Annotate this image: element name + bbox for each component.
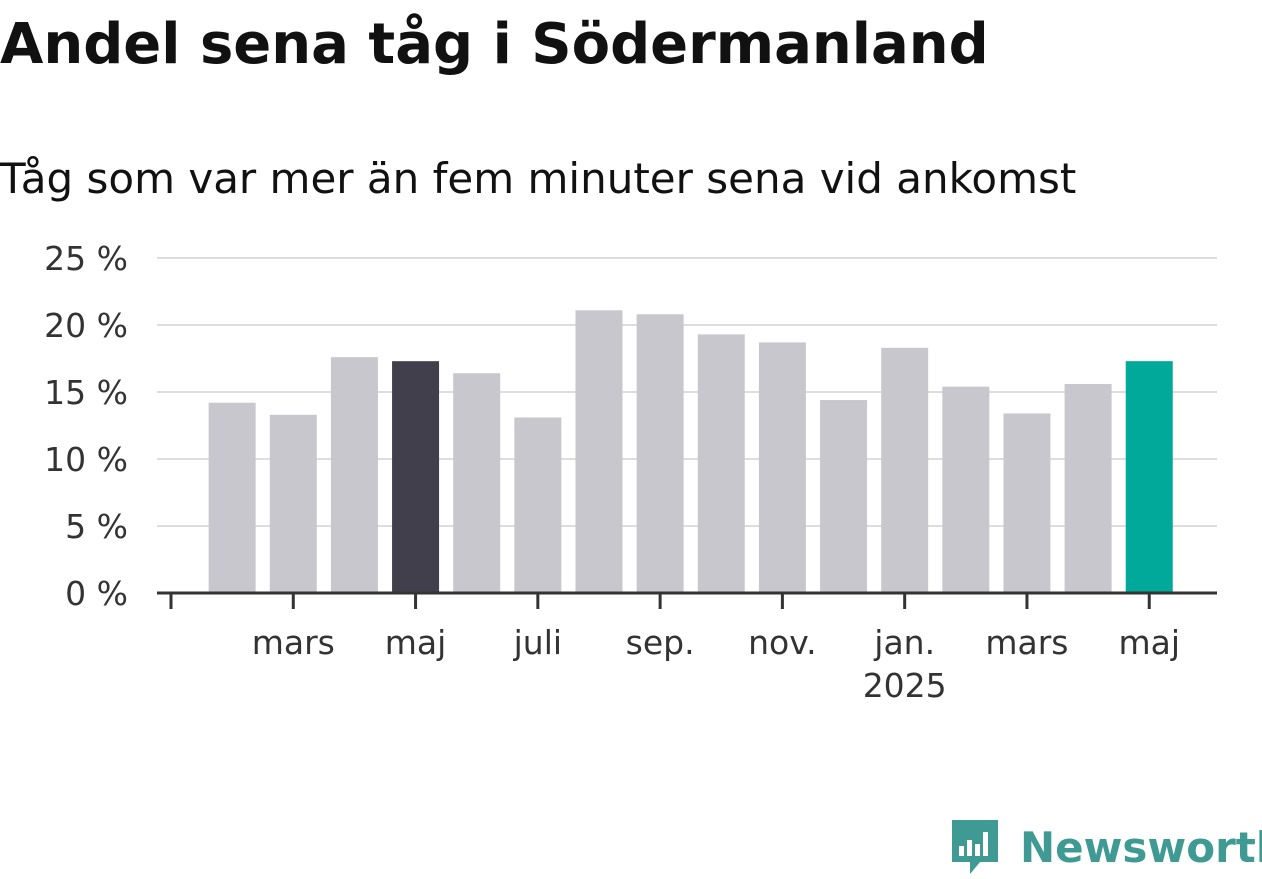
x-axis	[157, 591, 1217, 609]
x-tick-label: nov.	[748, 623, 817, 662]
bars	[208, 310, 1173, 593]
y-tick-label: 5 %	[65, 507, 128, 546]
x-tick-sublabel: 2025	[863, 666, 947, 705]
y-tick-label: 15 %	[44, 373, 128, 412]
bar	[1064, 383, 1112, 593]
x-tick-label: sep.	[626, 623, 695, 662]
bar	[881, 347, 929, 593]
newsworthy-logo-icon	[952, 820, 998, 874]
bar	[942, 386, 990, 593]
bar	[330, 357, 378, 593]
x-tick-label: mars	[252, 623, 335, 662]
bar	[1125, 361, 1173, 593]
brand-name: Newsworthy	[1020, 822, 1262, 872]
newsworthy-brand: Newsworthy	[950, 818, 1262, 876]
x-tick-label: mars	[985, 623, 1068, 662]
bar	[820, 400, 868, 593]
x-axis-tick-labels: mars maj juli sep. nov. jan. 2025 mars maj	[252, 623, 1180, 705]
x-tick-label: jan.	[873, 623, 935, 662]
y-axis-tick-labels: 0 % 5 % 10 % 15 % 20 % 25 %	[44, 239, 128, 613]
x-tick-label: maj	[385, 623, 447, 662]
y-tick-label: 10 %	[44, 440, 128, 479]
bar	[208, 402, 256, 593]
bar	[758, 342, 806, 593]
bar	[697, 334, 745, 593]
bar	[575, 310, 623, 593]
chart-title: Andel sena tåg i Södermanland	[0, 12, 989, 77]
y-tick-label: 20 %	[44, 306, 128, 345]
y-tick-label: 25 %	[44, 239, 128, 278]
bar	[636, 314, 684, 593]
y-tick-label: 0 %	[65, 574, 128, 613]
chart-subtitle: Tåg som var mer än fem minuter sena vid …	[0, 154, 1077, 203]
bar	[269, 414, 317, 593]
bar	[392, 361, 440, 593]
bar	[1003, 413, 1051, 593]
x-tick-label: juli	[513, 623, 562, 662]
x-tick-label: maj	[1118, 623, 1180, 662]
bar	[453, 373, 501, 593]
bar	[514, 417, 562, 593]
